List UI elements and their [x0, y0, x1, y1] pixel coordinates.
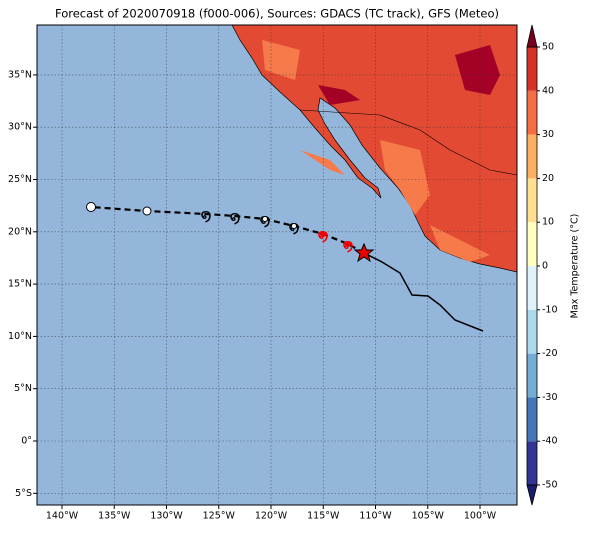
x-tick-label: 100°W	[464, 511, 497, 522]
y-tick-label: 35°N	[8, 69, 32, 80]
x-tick-label: 125°W	[203, 511, 236, 522]
storm-symbol: ໑	[200, 205, 212, 226]
map-title: Forecast of 2020070918 (f000-006), Sourc…	[55, 7, 499, 21]
track-point	[262, 216, 268, 222]
colorbar-bin	[527, 134, 537, 179]
map-frame	[36, 24, 518, 506]
border	[299, 109, 517, 176]
y-tick-label: 5°S	[15, 488, 32, 499]
storm-symbol: ໑	[229, 207, 241, 228]
y-tick-label: 15°N	[8, 279, 32, 290]
land-hot-patch	[318, 45, 500, 105]
colorbar-tick-label: 30	[542, 129, 554, 140]
y-tick-label: 10°N	[8, 331, 32, 342]
colorbar: -50 -40 -30 -20 -10 0 10 20 30 40 50	[526, 24, 558, 506]
colorbar-tick-label: 10	[542, 217, 554, 228]
colorbar-tick-label: 40	[542, 85, 554, 96]
colorbar-bin	[527, 441, 537, 485]
x-tick-label: 105°W	[412, 511, 445, 522]
colorbar-bin	[527, 266, 537, 310]
x-tick-label: 130°W	[150, 511, 183, 522]
colorbar-tick-label: -20	[542, 348, 558, 359]
storm-track: ໑ ໑ ໑ ໑ ໑ ໑	[86, 202, 484, 332]
colorbar-bin	[527, 397, 537, 442]
track-point	[86, 202, 96, 212]
track-point	[142, 206, 152, 216]
colorbar-bin	[527, 222, 537, 266]
track-point	[345, 241, 351, 247]
colorbar-tick-label: -40	[542, 436, 558, 447]
colorbar-tick-label: -50	[542, 480, 558, 491]
colorbar-extend-high	[526, 24, 538, 48]
land-warm-patch	[262, 40, 490, 262]
axes: 140°W 135°W 130°W 125°W 120°W 115°W 110°W 105°W…	[8, 25, 517, 522]
colorbar-bin	[527, 90, 537, 135]
past-track	[363, 252, 484, 332]
y-tick-label: 5°N	[14, 383, 32, 394]
x-tick-label: 115°W	[307, 511, 340, 522]
y-tick-label: 30°N	[8, 122, 32, 133]
colorbar-label: Max Temperature (°C)	[570, 214, 581, 319]
colorbar-bin	[527, 47, 537, 91]
colorbar-tick-label: -10	[542, 304, 558, 315]
colorbar-bin	[527, 178, 537, 223]
track-point	[320, 231, 326, 237]
y-tick-label: 20°N	[8, 226, 32, 237]
y-tick-label: 0°	[21, 436, 32, 447]
x-tick-label: 120°W	[255, 511, 288, 522]
x-tick-label: 135°W	[98, 511, 131, 522]
colorbar-tick-label: 50	[542, 42, 554, 53]
current-position	[353, 242, 375, 263]
colorbar-tick-label: 20	[542, 173, 554, 184]
colorbar-extend-low	[526, 484, 538, 506]
colorbar-tick-label: 0	[542, 261, 548, 272]
colorbar-tick-label: -30	[542, 392, 558, 403]
colorbar-bin	[527, 309, 537, 354]
x-tick-label: 140°W	[46, 511, 79, 522]
x-tick-label: 110°W	[359, 511, 392, 522]
colorbar-bin	[527, 353, 537, 398]
y-tick-label: 25°N	[8, 174, 32, 185]
map-area	[37, 25, 517, 505]
track-point	[291, 223, 297, 229]
